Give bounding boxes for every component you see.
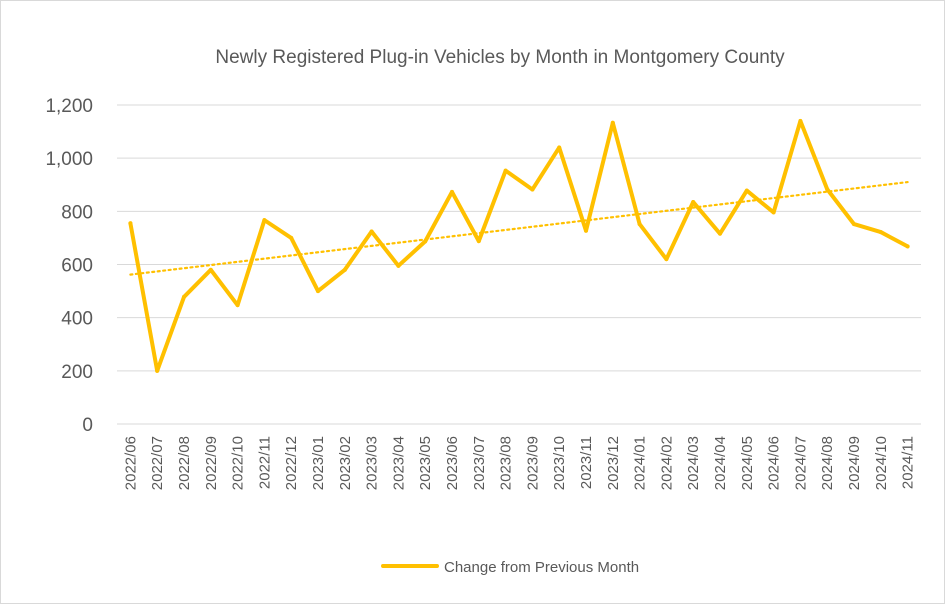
data-point-2024/03 bbox=[691, 200, 696, 205]
data-point-2024/07 bbox=[798, 118, 803, 123]
y-tick-label: 1,200 bbox=[45, 96, 93, 117]
series-layer bbox=[128, 118, 910, 373]
data-point-2023/01 bbox=[316, 289, 320, 294]
series-line-change-from-previous-month bbox=[128, 118, 910, 373]
x-tick-label: 2024/08 bbox=[819, 436, 836, 490]
x-tick-label: 2023/07 bbox=[471, 436, 488, 490]
legend-label-change-from-previous-month: Change from Previous Month bbox=[444, 559, 639, 576]
x-tick-label: 2023/10 bbox=[551, 436, 568, 490]
trendline-layer bbox=[129, 180, 909, 276]
data-point-2023/03 bbox=[369, 229, 374, 234]
x-tick-label: 2023/01 bbox=[310, 436, 327, 490]
data-point-2024/08 bbox=[825, 187, 830, 192]
data-point-2022/08 bbox=[182, 294, 186, 299]
data-point-2024/06 bbox=[771, 210, 776, 215]
x-tick-label: 2022/09 bbox=[203, 436, 220, 490]
y-tick-label: 200 bbox=[61, 362, 93, 383]
data-point-2023/09 bbox=[530, 187, 535, 192]
data-point-2023/05 bbox=[423, 239, 428, 244]
x-tick-label: 2023/03 bbox=[364, 436, 381, 490]
data-point-2024/04 bbox=[718, 231, 722, 236]
x-tick-label: 2022/12 bbox=[283, 436, 300, 490]
x-tick-label: 2023/09 bbox=[524, 436, 541, 490]
data-point-2024/01 bbox=[637, 222, 642, 227]
data-point-2024/09 bbox=[852, 222, 856, 227]
data-point-2023/08 bbox=[503, 168, 508, 173]
data-point-2023/10 bbox=[557, 145, 562, 150]
y-tick-label: 400 bbox=[61, 309, 93, 330]
y-tick-label: 600 bbox=[61, 256, 93, 277]
data-point-2022/06 bbox=[128, 221, 133, 226]
data-point-2022/12 bbox=[289, 235, 294, 240]
linear-trendline bbox=[129, 180, 909, 276]
data-point-2024/05 bbox=[744, 188, 749, 193]
y-tick-label: 0 bbox=[82, 415, 93, 436]
y-tick-label: 1,000 bbox=[45, 149, 93, 170]
legend: Change from Previous Month bbox=[381, 559, 639, 576]
x-tick-label: 2022/10 bbox=[230, 436, 247, 490]
x-tick-label: 2024/11 bbox=[900, 436, 917, 489]
x-tick-label: 2024/06 bbox=[766, 436, 783, 490]
data-point-2023/07 bbox=[476, 239, 481, 244]
data-point-2022/11 bbox=[262, 218, 267, 223]
data-point-2024/11 bbox=[905, 244, 910, 249]
y-axis: 0 200 400 600 800 1,000 1,200 bbox=[45, 96, 93, 436]
data-point-2023/02 bbox=[342, 267, 347, 272]
x-tick-label: 2023/02 bbox=[337, 436, 354, 490]
x-tick-label: 2023/05 bbox=[417, 436, 434, 490]
data-point-2022/07 bbox=[155, 368, 160, 373]
y-tick-label: 800 bbox=[61, 202, 93, 223]
x-tick-label: 2024/04 bbox=[712, 436, 729, 490]
x-tick-label: 2024/07 bbox=[792, 436, 809, 490]
data-point-2022/09 bbox=[208, 267, 213, 272]
x-tick-label: 2022/08 bbox=[176, 436, 193, 490]
data-point-2023/04 bbox=[396, 263, 401, 268]
x-tick-label: 2024/01 bbox=[632, 436, 649, 490]
x-tick-label: 2024/05 bbox=[739, 436, 756, 490]
data-point-2022/10 bbox=[235, 303, 240, 308]
x-tick-label: 2022/07 bbox=[149, 436, 166, 490]
data-point-2024/02 bbox=[664, 257, 669, 262]
data-point-2023/06 bbox=[450, 189, 454, 194]
x-tick-label: 2024/02 bbox=[658, 436, 675, 490]
x-tick-label: 2023/06 bbox=[444, 436, 461, 490]
chart-title: Newly Registered Plug-in Vehicles by Mon… bbox=[215, 47, 785, 68]
x-tick-label: 2024/09 bbox=[846, 436, 863, 490]
x-tick-label: 2022/11 bbox=[256, 436, 273, 489]
data-point-2024/10 bbox=[878, 230, 883, 235]
gridlines bbox=[117, 104, 921, 425]
x-tick-label: 2023/12 bbox=[605, 436, 622, 490]
x-tick-label: 2024/03 bbox=[685, 436, 702, 490]
x-tick-label: 2023/04 bbox=[390, 436, 407, 490]
x-tick-label: 2024/10 bbox=[873, 436, 890, 490]
data-point-2023/12 bbox=[610, 120, 615, 125]
x-tick-label: 2023/08 bbox=[498, 436, 515, 490]
data-point-2023/11 bbox=[584, 228, 588, 233]
x-tick-label: 2023/11 bbox=[578, 436, 595, 489]
x-axis: 2022/06 2022/07 2022/08 2022/09 2022/10 2022/… bbox=[122, 436, 916, 490]
x-tick-label: 2022/06 bbox=[122, 436, 139, 490]
